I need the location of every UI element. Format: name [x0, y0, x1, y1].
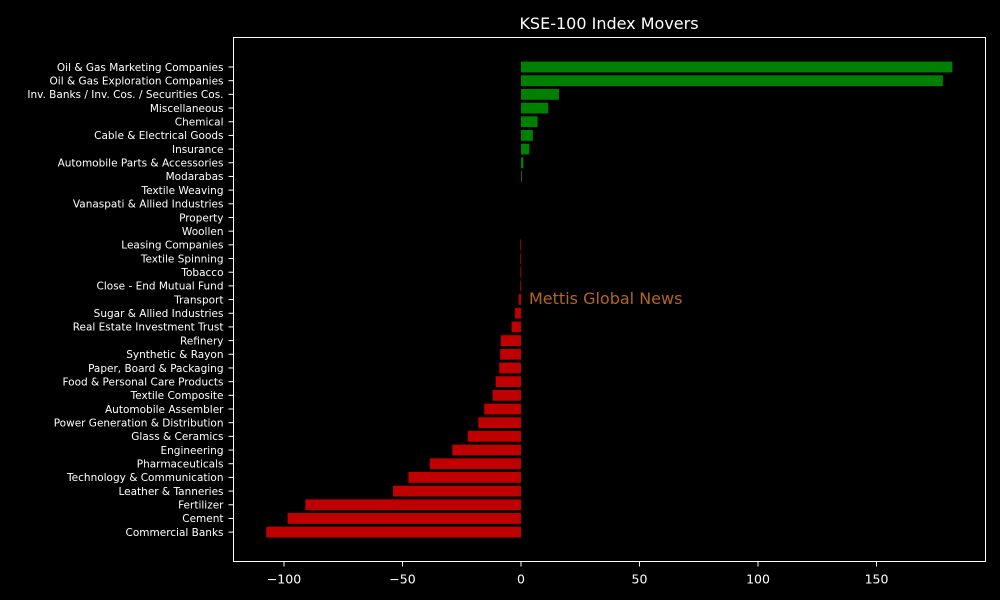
bar	[495, 376, 521, 388]
category-label: Inv. Banks / Inv. Cos. / Securities Cos.	[27, 89, 223, 101]
bar	[499, 362, 521, 374]
bar	[393, 485, 521, 497]
bar	[521, 61, 953, 73]
bar	[521, 88, 559, 100]
bar	[266, 526, 521, 538]
bar	[484, 403, 521, 415]
bar	[408, 472, 521, 483]
x-tick-label: 150	[865, 572, 889, 587]
bar	[521, 143, 530, 155]
bar	[515, 307, 521, 319]
bar	[305, 499, 521, 511]
category-label: Automobile Parts & Accessories	[58, 158, 224, 170]
bar	[520, 266, 522, 278]
x-tick-label: 50	[632, 572, 648, 587]
chart-title: KSE-100 Index Movers	[519, 14, 698, 33]
bar	[521, 75, 943, 87]
category-label: Property	[179, 212, 223, 224]
category-label: Real Estate Investment Trust	[73, 322, 224, 334]
bar	[521, 171, 522, 182]
category-label: Food & Personal Care Products	[62, 376, 223, 388]
category-label: Tobacco	[180, 267, 223, 279]
bar	[518, 294, 521, 305]
category-label: Textile Spinning	[140, 253, 224, 265]
category-label: Technology & Communication	[66, 472, 223, 484]
category-label: Leather & Tanneries	[118, 486, 223, 498]
bar	[287, 513, 521, 524]
category-label: Vanaspati & Allied Industries	[73, 199, 224, 211]
bars-layer	[266, 61, 953, 538]
bar	[520, 239, 522, 251]
bar	[520, 253, 522, 264]
category-label: Cable & Electrical Goods	[94, 130, 223, 142]
plot-frame	[233, 37, 986, 562]
category-label: Power Generation & Distribution	[54, 417, 224, 429]
bar	[511, 321, 521, 333]
category-label: Glass & Ceramics	[131, 431, 223, 443]
bar	[467, 430, 521, 442]
category-label: Oil & Gas Marketing Companies	[57, 62, 224, 74]
bar	[452, 444, 521, 456]
category-label: Fertilizer	[178, 500, 224, 512]
category-label: Synthetic & Rayon	[126, 349, 223, 361]
category-label: Sugar & Allied Industries	[94, 308, 224, 320]
x-tick-label: −50	[389, 572, 415, 587]
bar	[492, 389, 521, 401]
x-tick-label: −100	[267, 572, 301, 587]
bar	[521, 116, 538, 128]
watermark-text: Mettis Global News	[529, 289, 682, 308]
bar	[521, 157, 524, 169]
x-axis-ticks: −100 −50 0 50 100 150	[267, 561, 889, 587]
x-tick-label: 100	[746, 572, 770, 587]
bar	[500, 335, 521, 346]
category-label: Transport	[173, 294, 223, 306]
bar	[429, 458, 521, 470]
category-label: Modarabas	[166, 171, 224, 183]
category-label: Automobile Assembler	[105, 404, 224, 416]
x-tick-label: 0	[517, 572, 525, 587]
bar	[520, 280, 522, 292]
bar	[500, 348, 521, 360]
category-label: Textile Composite	[130, 390, 224, 402]
category-label: Miscellaneous	[150, 103, 224, 115]
category-label: Refinery	[180, 335, 224, 347]
category-label: Commercial Banks	[126, 527, 224, 539]
bar	[521, 130, 533, 141]
category-label: Chemical	[175, 117, 224, 129]
category-label: Textile Weaving	[141, 185, 224, 197]
category-label: Engineering	[161, 445, 224, 457]
category-label: Insurance	[172, 144, 224, 156]
category-label: Pharmaceuticals	[137, 459, 224, 471]
category-label: Leasing Companies	[121, 240, 223, 252]
category-label: Paper, Board & Packaging	[88, 363, 223, 375]
category-label: Cement	[182, 513, 223, 525]
category-label: Oil & Gas Exploration Companies	[50, 75, 224, 87]
bar	[478, 417, 521, 429]
bar	[521, 102, 549, 114]
category-label: Close - End Mutual Fund	[97, 281, 224, 293]
category-label: Woollen	[182, 226, 224, 238]
